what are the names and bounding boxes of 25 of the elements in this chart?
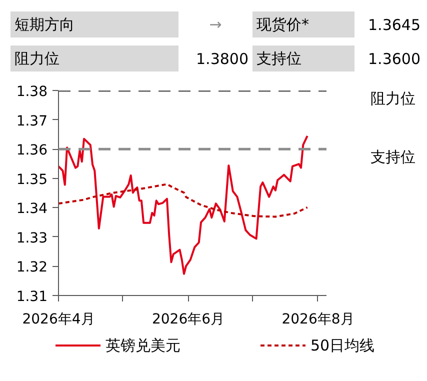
- y-tick-label: 1.37: [16, 113, 48, 130]
- text: 短期方向: [14, 16, 74, 34]
- line-series: [58, 183, 308, 218]
- text: 阻力位: [14, 50, 60, 68]
- text: 支持位: [256, 50, 302, 68]
- y-tick-label: 1.34: [16, 201, 48, 218]
- ref-line-label: 支持位: [370, 148, 416, 166]
- text: 1.3800: [196, 50, 249, 68]
- ref-line-label: 阻力位: [370, 90, 416, 108]
- y-tick-label: 1.35: [16, 172, 48, 188]
- y-tick-label: 1.31: [16, 289, 48, 305]
- x-tick-label: 2026年6月: [152, 312, 225, 328]
- legend-label: 英镑兑美元: [106, 336, 180, 354]
- legend-label: 50日均线: [310, 336, 375, 354]
- text: 1.3600: [368, 50, 421, 68]
- y-tick-label: 1.36: [16, 142, 48, 159]
- text: →: [209, 16, 222, 34]
- y-tick-label: 1.38: [16, 84, 48, 100]
- x-tick-label: 2026年8月: [282, 312, 354, 328]
- x-tick-label: 2026年4月: [22, 312, 95, 328]
- y-tick-label: 1.33: [16, 230, 48, 246]
- text: 现货价*: [256, 16, 310, 34]
- y-tick-label: 1.32: [16, 260, 48, 276]
- line-series: [58, 134, 308, 275]
- text: 1.3645: [368, 16, 421, 34]
